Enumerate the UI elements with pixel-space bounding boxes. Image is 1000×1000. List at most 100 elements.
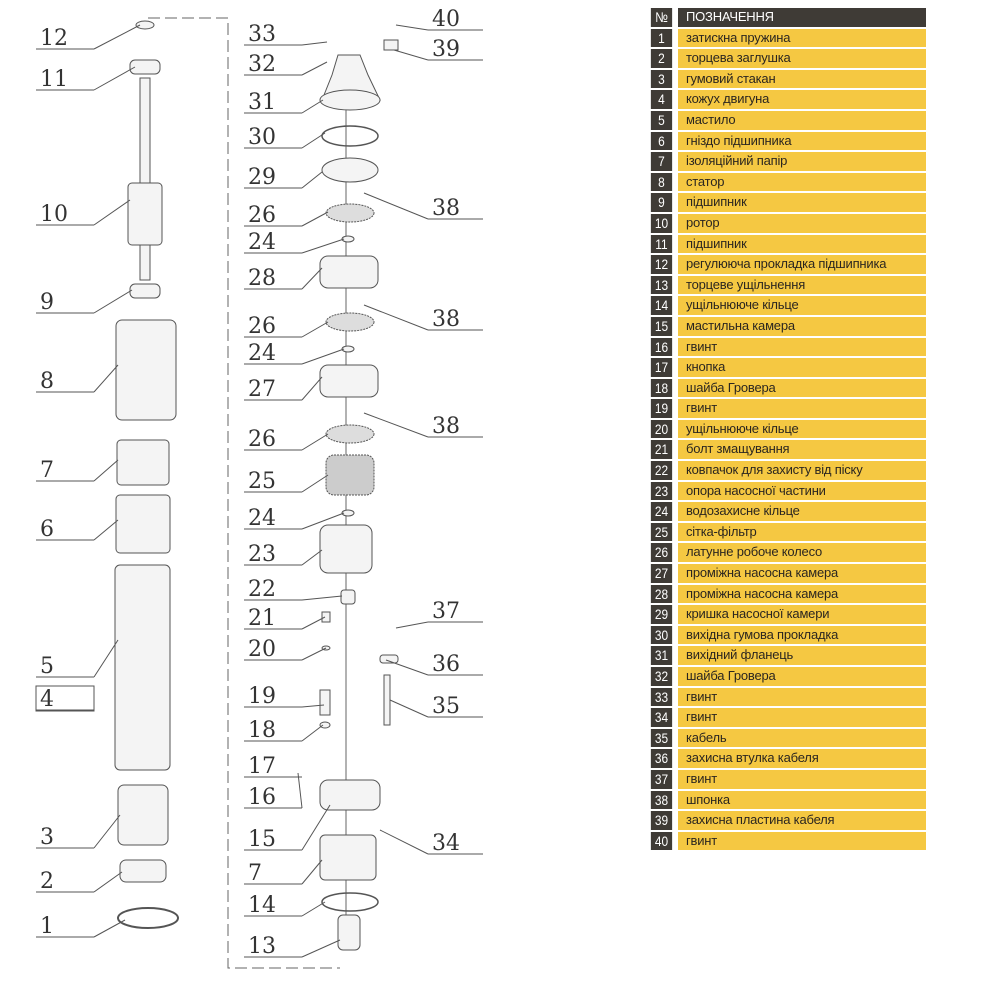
- part-number: 8: [650, 172, 673, 192]
- table-row: 27 проміжна насосна камера: [649, 564, 926, 583]
- leader-line: [395, 621, 429, 629]
- callout-31: 31: [248, 90, 276, 115]
- table-row: 15 мастильна камера: [649, 316, 926, 336]
- part-name: гвинт: [678, 687, 926, 707]
- leader-line: [301, 724, 324, 742]
- pump-chamber-cover: [321, 157, 379, 183]
- part-number: 31: [650, 646, 673, 665]
- leader-line: [301, 132, 326, 149]
- part-number: 6: [650, 131, 673, 151]
- parts-table: № ПОЗНАЧЕННЯ 1 затискна пружина 2 торцева з…: [649, 8, 926, 852]
- part-number: 15: [650, 316, 673, 336]
- table-row: 8 статор: [649, 172, 926, 192]
- part-number: 20: [650, 419, 673, 439]
- callout-14: 14: [248, 893, 276, 918]
- callout-4: 4: [40, 687, 54, 712]
- part-name: кабель: [678, 728, 926, 748]
- part-number: 34: [650, 708, 673, 727]
- callout-leaders: [35, 24, 483, 958]
- table-row: 1 затискна пружина: [649, 28, 926, 48]
- callout-7: 7: [40, 458, 54, 483]
- leader-line: [301, 549, 323, 566]
- leader-line: [301, 901, 326, 917]
- leader-line: [301, 41, 328, 46]
- table-row: 25 сітка-фільтр: [649, 522, 926, 542]
- callout-18: 18: [248, 718, 276, 743]
- part-number: 16: [650, 337, 673, 357]
- callout-38: 38: [432, 414, 460, 439]
- part-name: ущільнююче кільце: [678, 419, 926, 439]
- insulation-paper: [116, 439, 170, 486]
- part-name: ущільнююче кільце: [678, 296, 926, 315]
- table-row: 10 ротор: [649, 213, 926, 233]
- callout-26: 26: [248, 427, 276, 452]
- part-number: 25: [650, 522, 673, 542]
- part-name: торцеве ущільнення: [678, 275, 926, 295]
- circlip: [117, 907, 179, 929]
- leader-line: [93, 814, 121, 849]
- part-number: 13: [650, 275, 673, 295]
- cable: [383, 674, 391, 726]
- washer-18: [319, 721, 331, 729]
- callout-3: 3: [40, 825, 54, 850]
- leader-line: [93, 289, 133, 314]
- part-name: ізоляційний папір: [678, 152, 926, 171]
- part-name: захисна пластина кабеля: [678, 811, 926, 830]
- part-name: сітка-фільтр: [678, 522, 926, 542]
- part-name: гніздо підшипника: [678, 131, 926, 151]
- part-number: 2: [650, 49, 673, 68]
- callout-20: 20: [248, 637, 276, 662]
- leader-line: [301, 433, 329, 451]
- callout-7: 7: [248, 861, 262, 886]
- leader-line: [93, 24, 141, 50]
- sand-cap: [340, 589, 356, 605]
- callout-22: 22: [248, 577, 276, 602]
- leader-line: [93, 199, 131, 226]
- table-row: 2 торцева заглушка: [649, 49, 926, 68]
- callout-2: 2: [40, 869, 54, 894]
- leader-line: [385, 659, 429, 676]
- leader-line: [301, 595, 343, 601]
- part-name: вихідна гумова прокладка: [678, 625, 926, 645]
- leader-line: [301, 348, 345, 365]
- part-number: 33: [650, 687, 673, 707]
- screw-19: [319, 689, 331, 716]
- part-number: 30: [650, 625, 673, 645]
- callout-box: [35, 685, 95, 712]
- table-row: 18 шайба Гровера: [649, 378, 926, 398]
- callout-24: 24: [248, 506, 276, 531]
- part-number: 21: [650, 440, 673, 460]
- table-row: 24 водозахисне кільце: [649, 502, 926, 521]
- callout-28: 28: [248, 266, 276, 291]
- callout-37: 37: [432, 599, 460, 624]
- part-number: 19: [650, 399, 673, 418]
- mechanical-seal: [337, 914, 361, 951]
- callout-33: 33: [248, 22, 276, 47]
- motor-casing: [114, 564, 171, 771]
- table-row: 28 проміжна насосна камера: [649, 584, 926, 604]
- callout-24: 24: [248, 341, 276, 366]
- rotor-shaft: [139, 77, 151, 184]
- lube-bolt: [321, 611, 331, 623]
- callout-10: 10: [40, 202, 68, 227]
- part-name: підшипник: [678, 193, 926, 212]
- insulation-paper-lower: [319, 834, 377, 881]
- part-number: 40: [650, 831, 673, 851]
- part-name: проміжна насосна камера: [678, 584, 926, 604]
- intermediate-chamber: [319, 364, 379, 398]
- part-name: статор: [678, 172, 926, 192]
- part-number: 1: [650, 28, 673, 48]
- exploded-pump-diagram: 1211109876543213332313029262428262427262…: [35, 7, 483, 969]
- bearing-11: [129, 59, 161, 75]
- table-row: 14 ущільнююче кільце: [649, 296, 926, 315]
- part-number: 18: [650, 378, 673, 398]
- table-row: 32 шайба Гровера: [649, 667, 926, 686]
- filter-mesh: [325, 454, 375, 496]
- leader-line: [301, 474, 329, 493]
- leader-line: [93, 66, 136, 91]
- part-name: латунне робоче колесо: [678, 543, 926, 563]
- callout-34: 34: [432, 831, 460, 856]
- callout-9: 9: [40, 290, 54, 315]
- water-ring: [341, 235, 355, 243]
- stator: [115, 319, 177, 421]
